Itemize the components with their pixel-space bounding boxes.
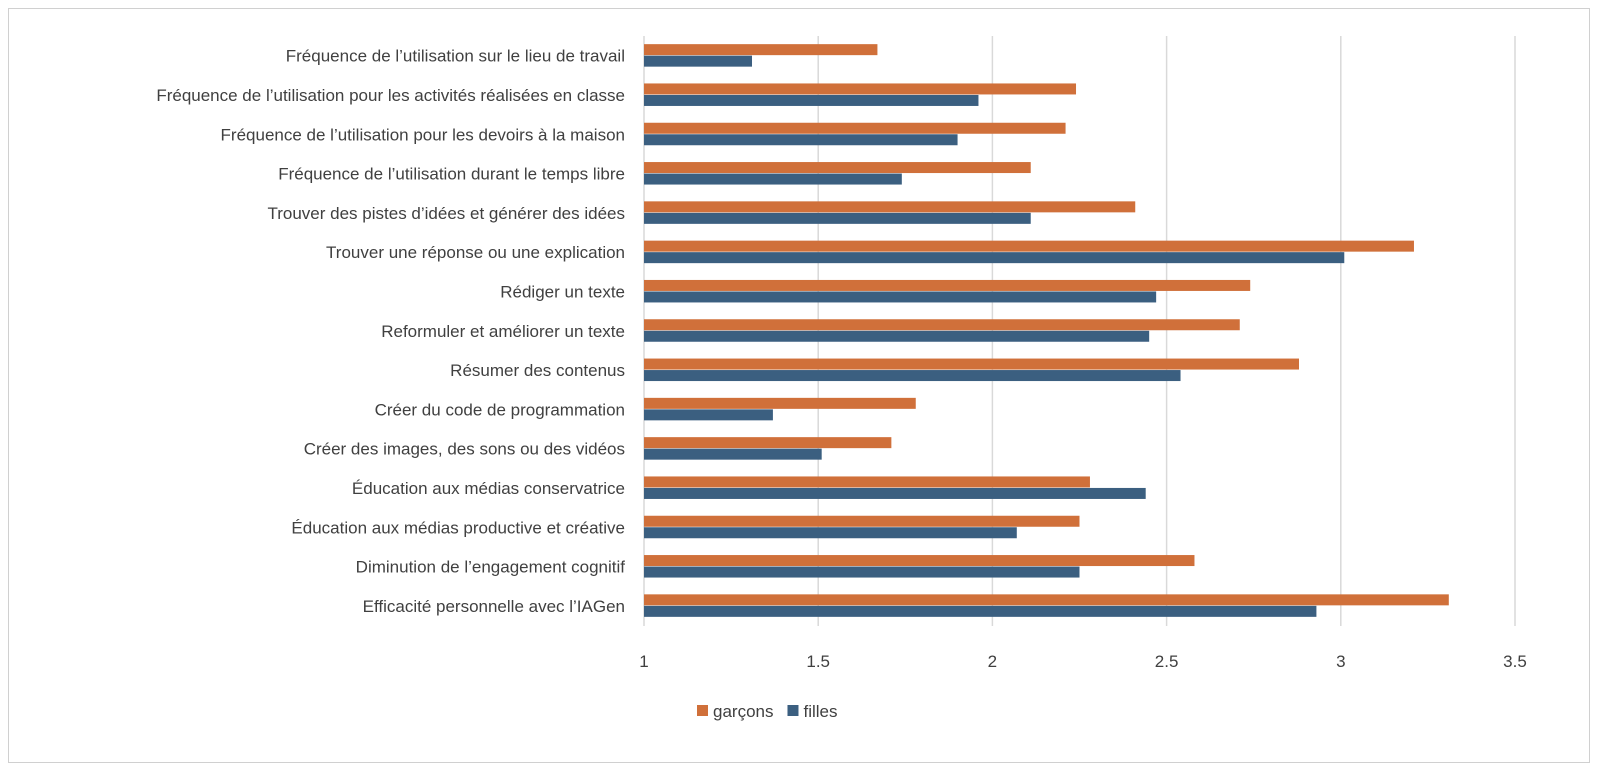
bar-garcons <box>644 201 1136 213</box>
category-label: Fréquence de l’utilisation pour les devo… <box>221 125 625 144</box>
bar-filles <box>644 605 1317 617</box>
category-label: Fréquence de l’utilisation sur le lieu d… <box>286 47 625 66</box>
bar-garcons <box>644 240 1414 252</box>
bar-filles <box>644 409 773 421</box>
bar-filles <box>644 173 902 185</box>
bar-garcons <box>644 122 1066 134</box>
x-tick-label: 2.5 <box>1155 652 1179 671</box>
bar-filles <box>644 94 979 106</box>
category-label: Fréquence de l’utilisation pour les acti… <box>156 86 625 105</box>
chart-frame <box>8 8 1590 763</box>
bar-filles <box>644 291 1157 303</box>
bar-garcons <box>644 397 916 409</box>
x-tick-label: 2 <box>988 652 997 671</box>
x-tick-label: 3.5 <box>1503 652 1527 671</box>
x-tick-label: 1.5 <box>806 652 830 671</box>
bar-garcons <box>644 437 892 449</box>
bar-garcons <box>644 515 1080 527</box>
category-label: Efficacité personnelle avec l’IAGen <box>363 597 625 616</box>
category-label: Créer du code de programmation <box>375 400 625 419</box>
bar-filles <box>644 212 1031 224</box>
bar-filles <box>644 448 822 460</box>
category-label: Trouver une réponse ou une explication <box>326 243 625 262</box>
legend-swatch-garcons <box>697 705 708 716</box>
category-label: Rédiger un texte <box>500 282 625 301</box>
category-label: Créer des images, des sons ou des vidéos <box>304 440 625 459</box>
bar-garcons <box>644 279 1251 291</box>
bar-garcons <box>644 162 1031 174</box>
bar-garcons <box>644 594 1449 606</box>
bar-filles <box>644 487 1146 499</box>
bar-filles <box>644 55 753 67</box>
bar-filles <box>644 330 1150 342</box>
category-label: Éducation aux médias conservatrice <box>352 479 625 498</box>
legend-label: filles <box>803 702 837 721</box>
bar-garcons <box>644 44 878 56</box>
category-label: Résumer des contenus <box>450 361 625 380</box>
category-label: Diminution de l’engagement cognitif <box>356 558 626 577</box>
bar-filles <box>644 252 1345 264</box>
bar-garcons <box>644 358 1299 370</box>
bar-filles <box>644 134 958 146</box>
bar-garcons <box>644 476 1090 488</box>
bar-filles <box>644 527 1017 539</box>
bar-garcons <box>644 555 1195 567</box>
category-label: Reformuler et améliorer un texte <box>381 322 625 341</box>
category-label: Éducation aux médias productive et créat… <box>291 518 625 537</box>
legend-label: garçons <box>713 702 773 721</box>
bar-filles <box>644 566 1080 578</box>
bar-garcons <box>644 319 1240 331</box>
x-tick-label: 3 <box>1336 652 1345 671</box>
x-tick-label: 1 <box>639 652 648 671</box>
legend-swatch-filles <box>787 705 799 716</box>
bar-garcons <box>644 83 1077 95</box>
category-label: Fréquence de l’utilisation durant le tem… <box>278 165 625 184</box>
category-label: Trouver des pistes d’idées et générer de… <box>267 204 625 223</box>
bar-filles <box>644 370 1181 382</box>
